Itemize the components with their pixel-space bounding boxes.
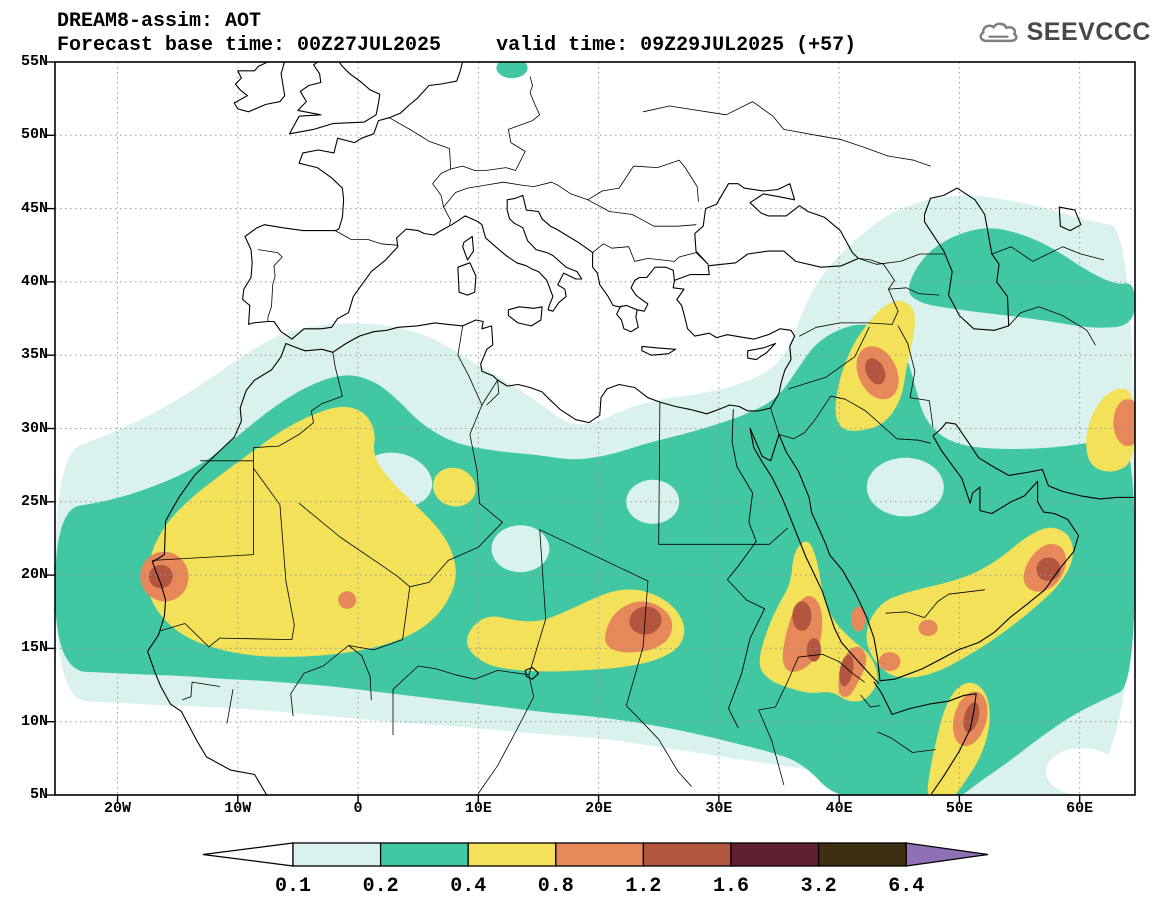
lat-tick-label: 55N xyxy=(20,53,48,70)
lat-tick-label: 45N xyxy=(20,199,48,217)
colorbar-label: 0.4 xyxy=(450,875,486,898)
lat-tick-label: 40N xyxy=(20,272,48,290)
coastlines-and-borders xyxy=(147,62,1135,795)
colorbar-label: 3.2 xyxy=(801,875,837,898)
lat-tick-label: 20N xyxy=(20,566,48,584)
header: DREAM8-assim: AOT Forecast base time: 00… xyxy=(57,10,856,58)
colorbar-arrow-above xyxy=(905,842,989,867)
colorbar-label: 0.8 xyxy=(538,875,574,898)
valid-time: valid time: 09Z29JUL2025 (+57) xyxy=(496,34,857,57)
lon-tick-label: 10W xyxy=(224,800,252,817)
cloud-icon xyxy=(979,22,1018,43)
lon-tick-label: 20E xyxy=(585,800,613,817)
colorbar-segment xyxy=(379,842,469,867)
colorbar-label: 1.6 xyxy=(713,875,749,898)
colorbar-arrow-below xyxy=(202,842,294,867)
lon-tick-label: 40E xyxy=(825,800,853,817)
map-title: DREAM8-assim: AOT xyxy=(57,10,262,33)
lat-tick-label: 15N xyxy=(20,639,48,657)
aot-contour-fills xyxy=(55,62,1135,795)
lat-tick-label: 5N xyxy=(29,786,48,803)
lat-tick-label: 25N xyxy=(20,492,48,510)
map-subtitle: Forecast base time: 00Z27JUL2025 valid t… xyxy=(57,34,856,58)
graticule xyxy=(55,62,1135,795)
colorbar-segment xyxy=(292,842,382,867)
lat-tick-label: 35N xyxy=(20,346,48,364)
colorbar-segment xyxy=(555,842,645,867)
colorbar-label: 1.2 xyxy=(625,875,661,898)
lon-tick-label: 50E xyxy=(945,800,973,817)
colorbar: 0.1 0.2 0.4 0.8 1.2 1.6 3.2 6.4 xyxy=(202,842,989,898)
map-clipped-layers xyxy=(55,62,1135,795)
lon-tick-label: 0 xyxy=(353,800,363,817)
logo-text: SEEVCCC xyxy=(1026,18,1151,46)
lon-tick-label: 10E xyxy=(464,800,492,817)
seevccc-logo: SEEVCCC xyxy=(976,18,1151,47)
colorbar-label: 0.2 xyxy=(363,875,399,898)
colorbar-segment xyxy=(467,842,557,867)
axis-ticks xyxy=(47,61,1081,803)
map-canvas xyxy=(47,61,1136,803)
lon-tick-label: 20W xyxy=(104,800,132,817)
lat-tick-label: 30N xyxy=(20,419,48,437)
lon-tick-label: 60E xyxy=(1066,800,1094,817)
lon-tick-label: 30E xyxy=(705,800,733,817)
lat-tick-label: 50N xyxy=(20,126,48,144)
forecast-base-time: Forecast base time: 00Z27JUL2025 xyxy=(57,34,442,57)
colorbar-segment xyxy=(730,842,820,867)
lat-tick-label: 10N xyxy=(20,712,48,730)
colorbar-segment xyxy=(642,842,732,867)
colorbar-label: 6.4 xyxy=(888,875,924,898)
colorbar-label: 0.1 xyxy=(275,875,311,898)
colorbar-segment xyxy=(817,842,907,867)
